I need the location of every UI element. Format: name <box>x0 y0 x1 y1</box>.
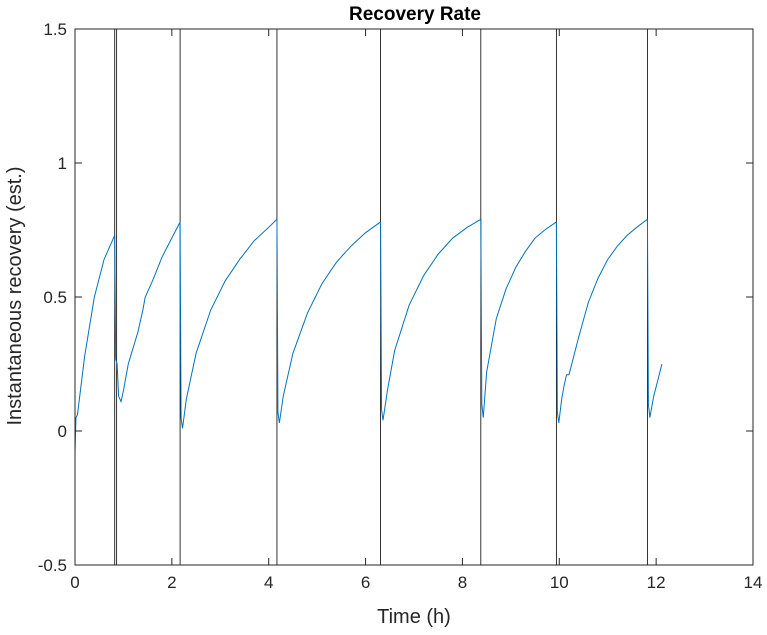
x-tick-label: 4 <box>264 573 273 592</box>
y-axis-label: Instantaneous recovery (est.) <box>4 166 26 425</box>
recovery-series-line <box>75 218 663 453</box>
x-axis-label: Time (h) <box>377 606 451 628</box>
y-tick-label: 1.5 <box>43 20 67 39</box>
x-tick-label: 12 <box>647 573 666 592</box>
y-tick-label: 0.5 <box>43 288 67 307</box>
x-tick-label: 0 <box>70 573 79 592</box>
y-tick-label: 0 <box>58 422 67 441</box>
x-tick-label: 10 <box>550 573 569 592</box>
x-tick-label: 2 <box>167 573 176 592</box>
plot-frame <box>74 28 754 566</box>
x-tick-label: 14 <box>744 573 763 592</box>
x-tick-label: 6 <box>361 573 370 592</box>
chart-title: Recovery Rate <box>349 4 481 25</box>
y-tick-label: -0.5 <box>38 556 67 575</box>
y-tick-label: 1 <box>58 154 67 173</box>
x-tick-label: 8 <box>458 573 467 592</box>
